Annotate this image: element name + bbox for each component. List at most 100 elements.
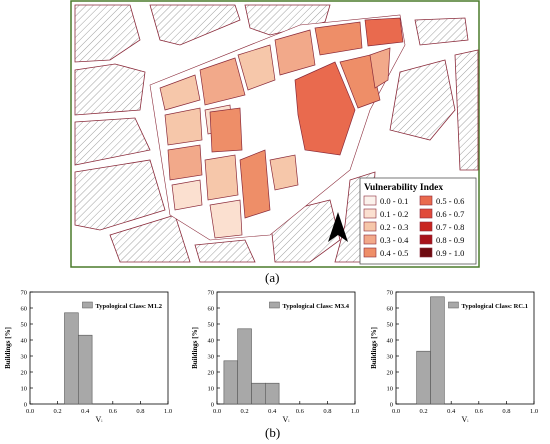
x-tick-label: 0.2: [54, 408, 62, 415]
x-tick-label: 0.4: [81, 408, 90, 415]
legend-swatch: [419, 234, 433, 245]
x-tick-label: 1.0: [530, 408, 538, 415]
y-tick-label: 50: [208, 322, 215, 329]
histogram-m1-2: 0 10 20 30 40 50 60 70 0.0 0.2 0.4 0.6 0.8 1.0 Typolog…: [4, 290, 172, 423]
legend-label: 0.0 - 0.1: [380, 196, 408, 206]
y-tick-label: 30: [387, 354, 394, 361]
legend-label: 0.6 - 0.7: [436, 209, 464, 219]
y-tick-label: 70: [208, 290, 215, 297]
y-tick-label: 60: [21, 306, 28, 313]
y-tick-label: 40: [208, 338, 215, 345]
x-tick-label: 0.4: [268, 408, 277, 415]
x-tick-label: 0.0: [213, 408, 221, 415]
x-axis-label: Vᵢ: [95, 415, 103, 422]
building-0.4-0.5: [339, 54, 381, 109]
building-0.2-0.3: [164, 107, 203, 146]
legend-swatch: [419, 247, 433, 258]
building-0.1-0.2: [209, 199, 243, 239]
y-axis-label: Buildings [%]: [4, 327, 12, 369]
legend-swatch: [363, 221, 377, 232]
legend-label: 0.2 - 0.3: [380, 222, 408, 232]
histogram-bar: [223, 360, 239, 405]
hatched-block: [109, 214, 191, 263]
building-0.3-0.4: [199, 57, 246, 106]
legend-label: 0.7 - 0.8: [436, 222, 464, 232]
assessed-buildings: [159, 17, 404, 239]
histogram-legend-label: Typological Class: M3.4: [282, 303, 349, 310]
histogram-bar: [251, 382, 266, 405]
x-tick-label: 0.4: [447, 408, 456, 415]
x-tick-label: 0.8: [502, 408, 510, 415]
histogram-legend-swatch: [269, 301, 280, 309]
x-tick-label: 0.0: [26, 408, 34, 415]
y-axis-label: Buildings [%]: [191, 327, 199, 369]
building-0.1-0.2: [171, 179, 203, 211]
histogram-legend-swatch: [82, 301, 93, 309]
building-0.2-0.3: [269, 154, 299, 191]
hatched-block: [74, 4, 141, 63]
legend-swatch: [363, 234, 377, 245]
legend-swatch: [363, 195, 377, 206]
histogram-bar: [416, 350, 431, 405]
hatched-block: [454, 49, 479, 171]
hatched-block: [74, 117, 151, 166]
x-tick-label: 0.8: [136, 408, 144, 415]
y-tick-label: 70: [21, 290, 28, 297]
y-tick-label: 20: [21, 370, 28, 377]
building-0.4-0.5: [209, 107, 243, 153]
building-0.3-0.4: [274, 29, 316, 76]
y-tick-label: 20: [387, 370, 394, 377]
building-0.2-0.3: [204, 154, 239, 201]
legend-swatch: [419, 208, 433, 219]
y-tick-label: 40: [387, 338, 394, 345]
building-0.3-0.4: [167, 144, 203, 181]
y-axis-label: Buildings [%]: [370, 327, 378, 369]
y-tick-label: 30: [208, 354, 215, 361]
histogram-legend: Typological Class: M3.4: [269, 301, 350, 310]
x-tick-label: 0.6: [109, 408, 118, 415]
hatched-block: [74, 63, 146, 116]
histogram-legend: Typological Class: M1.2: [82, 301, 162, 310]
map-legend: Vulnerability Index 0.0 - 0.1 0.1 - 0.2 0.…: [359, 177, 477, 265]
legend-label: 0.8 - 0.9: [436, 235, 464, 245]
legend-swatch: [363, 208, 377, 219]
legend-swatch: [419, 195, 433, 206]
building-0.5-0.6: [364, 17, 404, 47]
y-tick-label: 10: [21, 386, 28, 393]
x-tick-label: 0.6: [296, 408, 305, 415]
hatched-block: [414, 17, 469, 46]
legend-swatch: [363, 247, 377, 258]
x-tick-label: 0.0: [392, 408, 400, 415]
x-axis-label: Vᵢ: [461, 415, 469, 422]
y-tick-label: 0: [390, 402, 393, 409]
histogram-bar: [78, 334, 93, 405]
y-tick-label: 10: [208, 386, 215, 393]
panel-label-b: (b): [265, 425, 281, 440]
x-tick-label: 1.0: [164, 408, 172, 415]
building-0.2-0.3: [159, 74, 201, 111]
histogram-legend-label: Typological Class: RC.1: [461, 303, 528, 310]
building-0.3-0.4: [369, 47, 391, 89]
y-tick-label: 20: [208, 370, 215, 377]
building-0.4-0.5: [239, 149, 271, 219]
histogram-rc-1: 0 10 20 30 40 50 60 70 0.0 0.2 0.4 0.6 0.8 1.0 Typolog…: [370, 290, 538, 423]
histogram-legend-swatch: [448, 301, 459, 309]
x-tick-label: 0.2: [241, 408, 249, 415]
histogram-bar: [64, 312, 79, 405]
y-tick-label: 40: [21, 338, 28, 345]
legend-label: 0.9 - 1.0: [436, 248, 464, 258]
building-0.2-0.3: [237, 44, 276, 91]
y-tick-label: 50: [387, 322, 394, 329]
legend-label: 0.1 - 0.2: [380, 209, 408, 219]
x-axis-label: Vᵢ: [282, 415, 290, 422]
legend-label: 0.4 - 0.5: [380, 248, 408, 258]
y-tick-label: 50: [21, 322, 28, 329]
building-0.4-0.5: [314, 21, 363, 56]
panel-label-a: (a): [265, 270, 280, 285]
histogram-legend: Typological Class: RC.1: [448, 301, 528, 310]
histogram-bar: [237, 328, 252, 405]
hatched-block: [74, 159, 166, 231]
x-tick-label: 1.0: [351, 408, 359, 415]
legend-label: 0.5 - 0.6: [436, 196, 464, 206]
y-tick-label: 70: [387, 290, 394, 297]
